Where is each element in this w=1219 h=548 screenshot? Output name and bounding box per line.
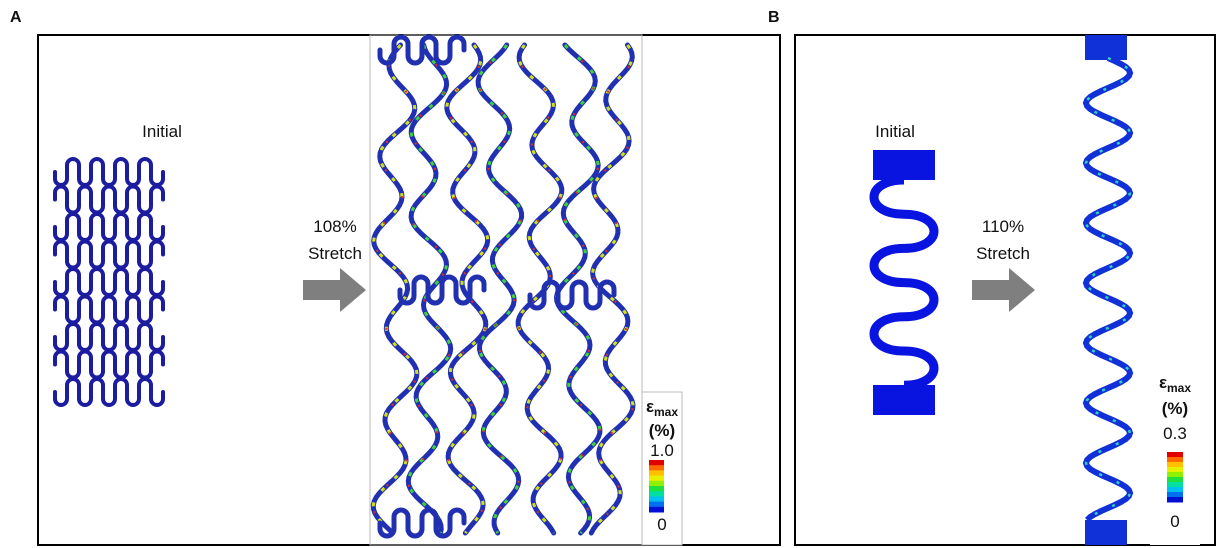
serpentine: [53, 349, 165, 380]
stretched-serpentine: [444, 42, 491, 536]
stretch-amount: 108%: [313, 217, 356, 236]
stretched-serpentine: [475, 42, 525, 536]
stretched-serpentine: [377, 34, 467, 66]
colorbar-step: [1167, 487, 1183, 493]
stretched-serpentine: [377, 507, 467, 539]
colorbar-step: [1167, 472, 1183, 478]
colorbar-title: εmax: [1159, 373, 1191, 395]
anchor-block: [873, 385, 935, 415]
anchor-block: [873, 150, 935, 180]
strain-overlay: [1084, 56, 1132, 521]
serpentine: [53, 184, 165, 215]
colorbar-step: [649, 460, 664, 466]
serpentine: [53, 239, 165, 270]
colorbar-max: 0.3: [1163, 424, 1187, 443]
colorbar: [649, 460, 664, 513]
colorbar-min: 0: [657, 515, 666, 534]
stretched-serpentine: [553, 42, 603, 536]
colorbar-step: [649, 465, 664, 471]
serpentine: [53, 377, 165, 407]
stretched-serpentine: [527, 279, 617, 311]
strain-overlay: [516, 44, 564, 534]
colorbar-step: [649, 496, 664, 503]
serpentine: [53, 212, 165, 242]
colorbar-min: 0: [1170, 512, 1179, 531]
stretched-serpentine: [397, 274, 487, 306]
colorbar-step: [649, 470, 664, 477]
colorbar-title: εmax: [646, 397, 678, 419]
initial-label: Initial: [875, 122, 915, 141]
serpentine: [53, 294, 165, 325]
anchor-block: [1085, 520, 1127, 545]
stretched-serpentine: [1082, 55, 1134, 523]
panel-frame: [794, 34, 1216, 546]
stretch-word: Stretch: [308, 244, 362, 263]
colorbar-step: [1167, 457, 1183, 463]
colorbar-step: [649, 506, 664, 513]
colorbar-unit: (%): [649, 421, 675, 440]
colorbar-step: [1167, 477, 1183, 483]
colorbar: [1167, 452, 1183, 503]
stretch-amount: 110%: [982, 217, 1024, 236]
colorbar-step: [1167, 482, 1183, 488]
arrow: [303, 268, 366, 312]
colorbar-step: [649, 486, 664, 492]
colorbar-step: [649, 480, 664, 487]
stretch-word: Stretch: [976, 244, 1030, 263]
initial-label: Initial: [142, 122, 182, 141]
arrow: [972, 268, 1035, 312]
colorbar-max: 1.0: [650, 441, 674, 460]
serpentine: [53, 322, 165, 352]
colorbar-step: [1167, 492, 1183, 498]
serpentine: [53, 267, 165, 297]
serpentine: [869, 175, 939, 390]
panel-label: A: [10, 9, 22, 26]
colorbar-step: [1167, 497, 1183, 503]
subscript: max: [1167, 381, 1191, 395]
subscript: max: [654, 405, 678, 419]
stretched-frame: [369, 34, 643, 546]
colorbar-step: [1167, 467, 1183, 473]
stretched-serpentine: [405, 42, 454, 536]
symbol: ε: [646, 397, 654, 416]
colorbar-unit: (%): [1162, 399, 1188, 418]
stretched-serpentine: [370, 42, 420, 536]
colorbar-step: [1167, 452, 1183, 458]
colorbar-step: [649, 491, 664, 497]
serpentine: [53, 157, 165, 187]
symbol: ε: [1159, 373, 1167, 392]
colorbar-step: [649, 475, 664, 482]
anchor-block: [1085, 35, 1127, 60]
panel-label: B: [768, 9, 780, 26]
stretched-serpentine: [515, 42, 565, 536]
strain-overlay: [517, 44, 563, 534]
colorbar-step: [649, 501, 664, 508]
colorbar-step: [1167, 462, 1183, 468]
